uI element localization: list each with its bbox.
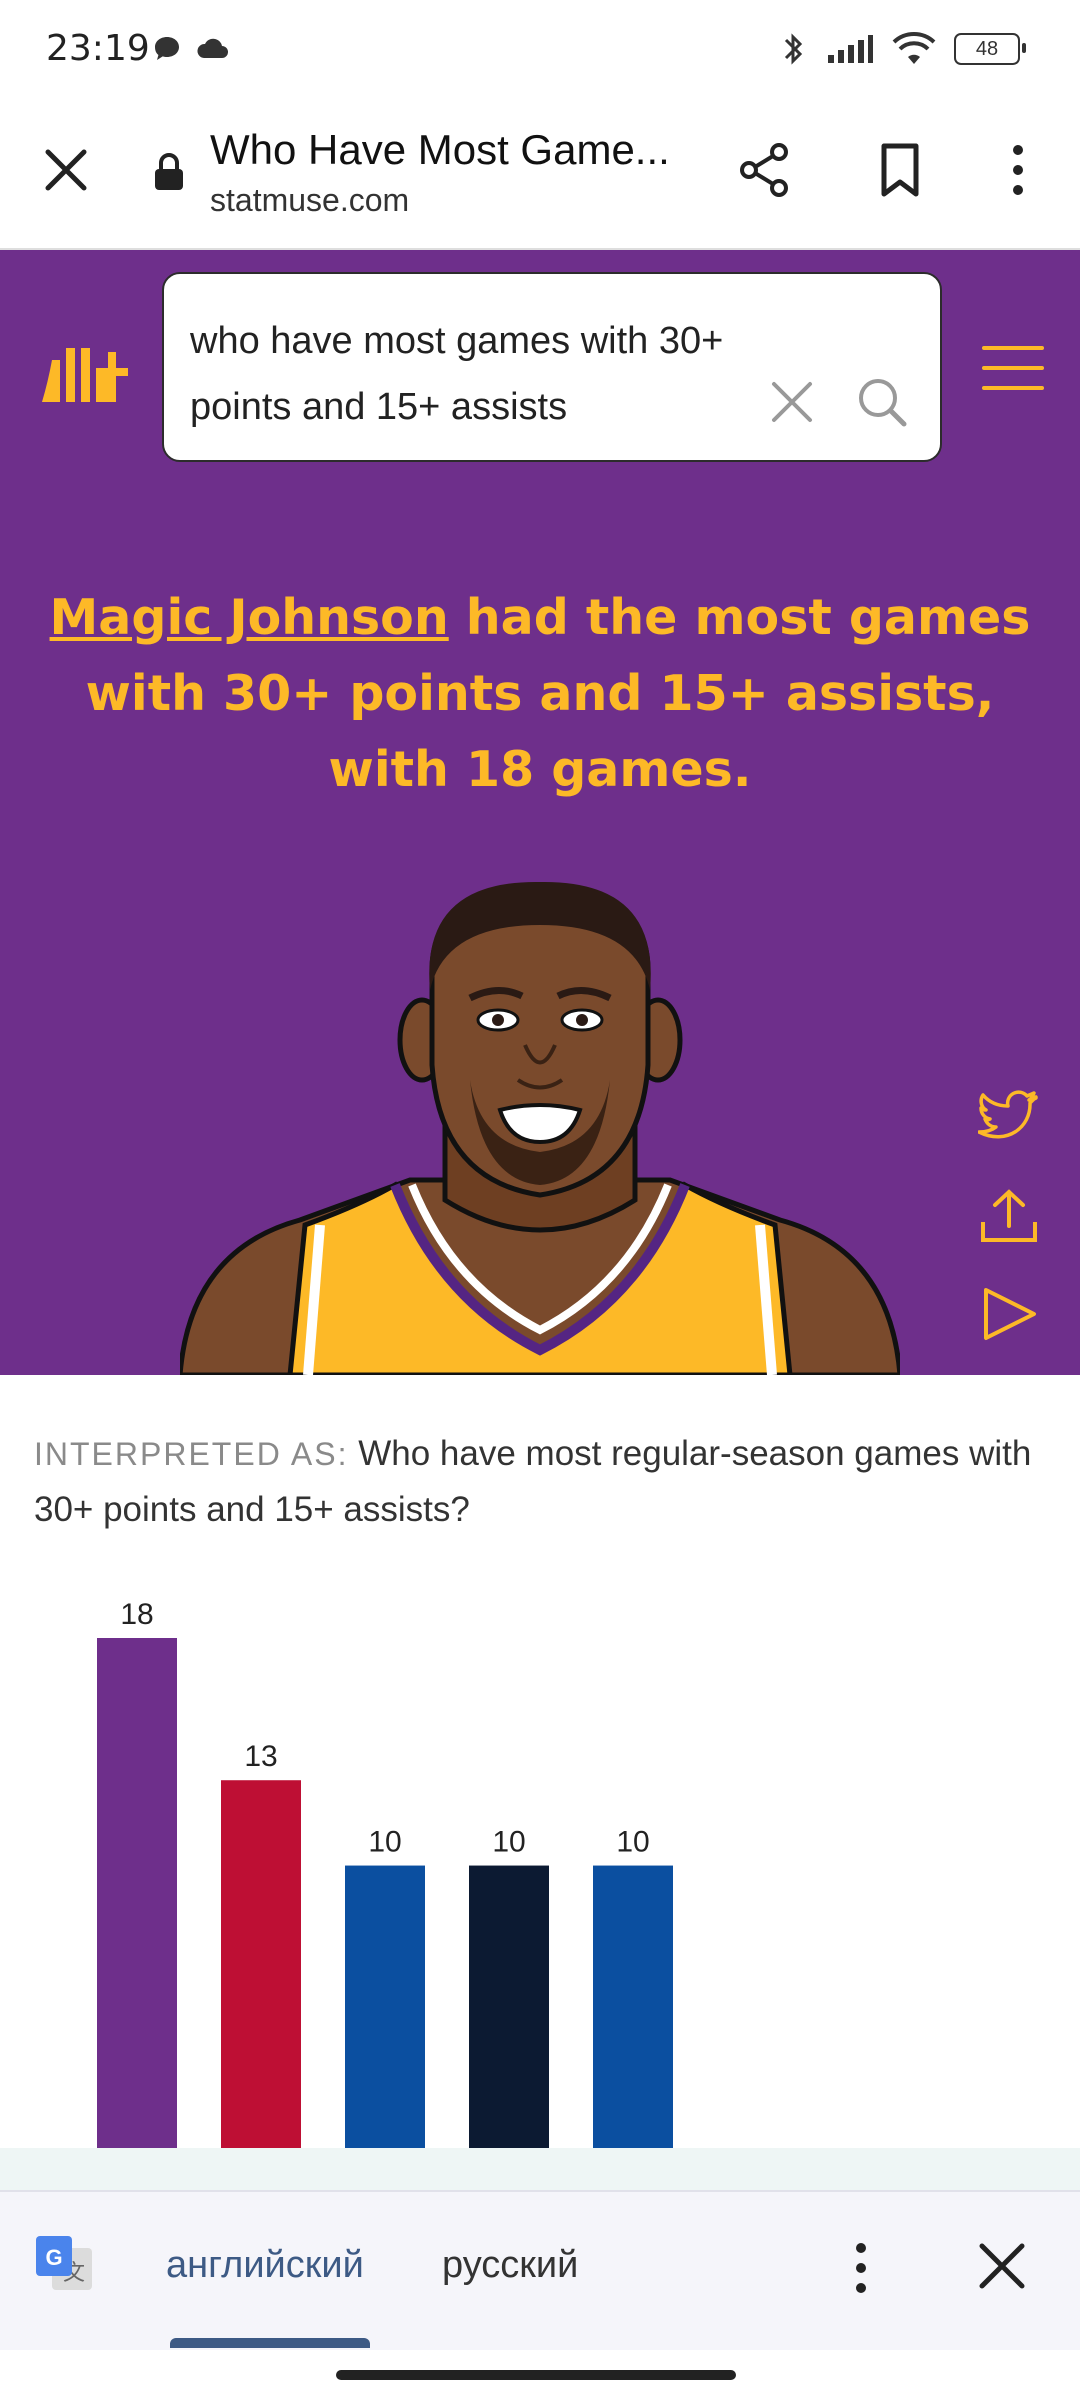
clear-search-icon[interactable] xyxy=(768,378,816,426)
chart-value-label-2: 13 xyxy=(244,1740,277,1773)
player-illustration xyxy=(180,881,900,1375)
games-bar-chart: 18 13 10 10 10 xyxy=(97,1598,673,2150)
chart-value-label-5: 10 xyxy=(616,1826,649,1859)
translate-more-icon[interactable] xyxy=(846,2238,876,2298)
page-title[interactable]: Who Have Most Game... xyxy=(210,126,670,173)
battery-indicator: 48 xyxy=(954,33,1026,65)
answer-text: Magic Johnson had the most games with 30… xyxy=(20,580,1060,808)
translate-bar: 文 G английский русский xyxy=(0,2148,1080,2350)
browser-toolbar: Who Have Most Game... statmuse.com xyxy=(0,100,1080,250)
lock-icon xyxy=(155,153,183,190)
search-icon[interactable] xyxy=(854,374,910,430)
wifi-icon xyxy=(892,32,936,64)
cloud-icon xyxy=(197,38,228,58)
chart-value-label-3: 10 xyxy=(368,1826,401,1859)
gesture-bar xyxy=(336,2370,736,2380)
chart-value-label-4: 10 xyxy=(492,1826,525,1859)
search-input[interactable]: who have most games with 30+ points and … xyxy=(190,320,724,428)
chart-bar-1[interactable] xyxy=(97,1638,177,2150)
status-bar: 23:19 48 xyxy=(0,0,1080,100)
close-tab-icon[interactable] xyxy=(36,140,96,200)
statmuse-logo[interactable] xyxy=(38,342,130,408)
translate-close-icon[interactable] xyxy=(976,2240,1028,2292)
google-translate-icon: 文 G xyxy=(36,2236,92,2290)
more-options-icon[interactable] xyxy=(1000,140,1036,200)
bookmark-icon[interactable] xyxy=(870,140,930,200)
status-system-icons: 48 xyxy=(780,30,1026,68)
play-icon[interactable] xyxy=(978,1286,1040,1342)
chart-value-label-1: 18 xyxy=(120,1598,153,1631)
bluetooth-icon xyxy=(784,33,803,65)
side-actions xyxy=(978,1090,1048,1375)
chat-icon xyxy=(155,37,179,60)
player-link[interactable]: Magic Johnson xyxy=(49,589,449,646)
status-notification-icons xyxy=(152,34,230,64)
target-language-tab[interactable]: русский xyxy=(442,2244,579,2286)
interpreted-text: Who have most regular-season games with … xyxy=(34,1434,1032,1529)
answer-hero: who have most games with 30+ points and … xyxy=(0,250,1080,1375)
share-icon[interactable] xyxy=(735,140,795,200)
interpreted-label: INTERPRETED AS: xyxy=(34,1436,349,1472)
interpreted-as: INTERPRETED AS: Who have most regular-se… xyxy=(34,1426,1044,1538)
svg-text:G: G xyxy=(45,2245,62,2270)
page-url[interactable]: statmuse.com xyxy=(210,182,410,218)
chart-bar-3[interactable] xyxy=(345,1865,425,2150)
answer-sentence: had the most games with 30+ points and 1… xyxy=(85,589,1031,798)
chart-bar-4[interactable] xyxy=(469,1865,549,2150)
chart-bar-2[interactable] xyxy=(221,1780,301,2150)
twitter-icon[interactable] xyxy=(978,1090,1040,1146)
share-upload-icon[interactable] xyxy=(978,1188,1040,1244)
status-time: 23:19 xyxy=(46,28,150,69)
menu-icon[interactable] xyxy=(982,346,1044,392)
battery-level: 48 xyxy=(975,37,999,60)
active-tab-indicator xyxy=(170,2338,370,2348)
translate-panel: 文 G английский русский xyxy=(0,2190,1080,2350)
signal-icon xyxy=(828,35,873,63)
chart-bar-5[interactable] xyxy=(593,1865,673,2150)
source-language-tab[interactable]: английский xyxy=(166,2244,364,2286)
search-box[interactable]: who have most games with 30+ points and … xyxy=(162,272,942,462)
